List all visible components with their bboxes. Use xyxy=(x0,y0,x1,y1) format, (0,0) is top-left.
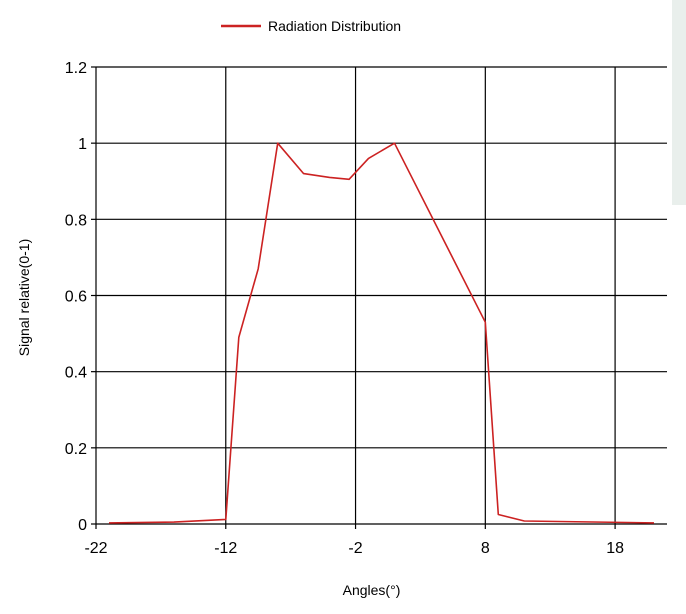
x-tick-label: -2 xyxy=(348,540,362,557)
y-tick-label: 0.2 xyxy=(65,441,87,458)
y-axis-title: Signal relative(0-1) xyxy=(16,239,32,357)
x-tick-label: -22 xyxy=(84,540,107,557)
legend-label: Radiation Distribution xyxy=(268,18,401,34)
y-tick-label: 1.2 xyxy=(65,60,87,77)
x-tick-label: 18 xyxy=(606,540,624,557)
x-tick-label: -12 xyxy=(214,540,237,557)
y-tick-label: 0.4 xyxy=(65,365,87,382)
y-tick-label: 0.6 xyxy=(65,289,87,306)
x-axis-title: Angles(°) xyxy=(343,582,401,598)
x-tick-label: 8 xyxy=(481,540,490,557)
y-tick-label: 0 xyxy=(78,517,87,534)
y-tick-label: 1 xyxy=(78,136,87,153)
background-panel xyxy=(672,0,686,205)
series-line-radiation-distribution xyxy=(108,142,655,524)
y-tick-label: 0.8 xyxy=(65,212,87,229)
